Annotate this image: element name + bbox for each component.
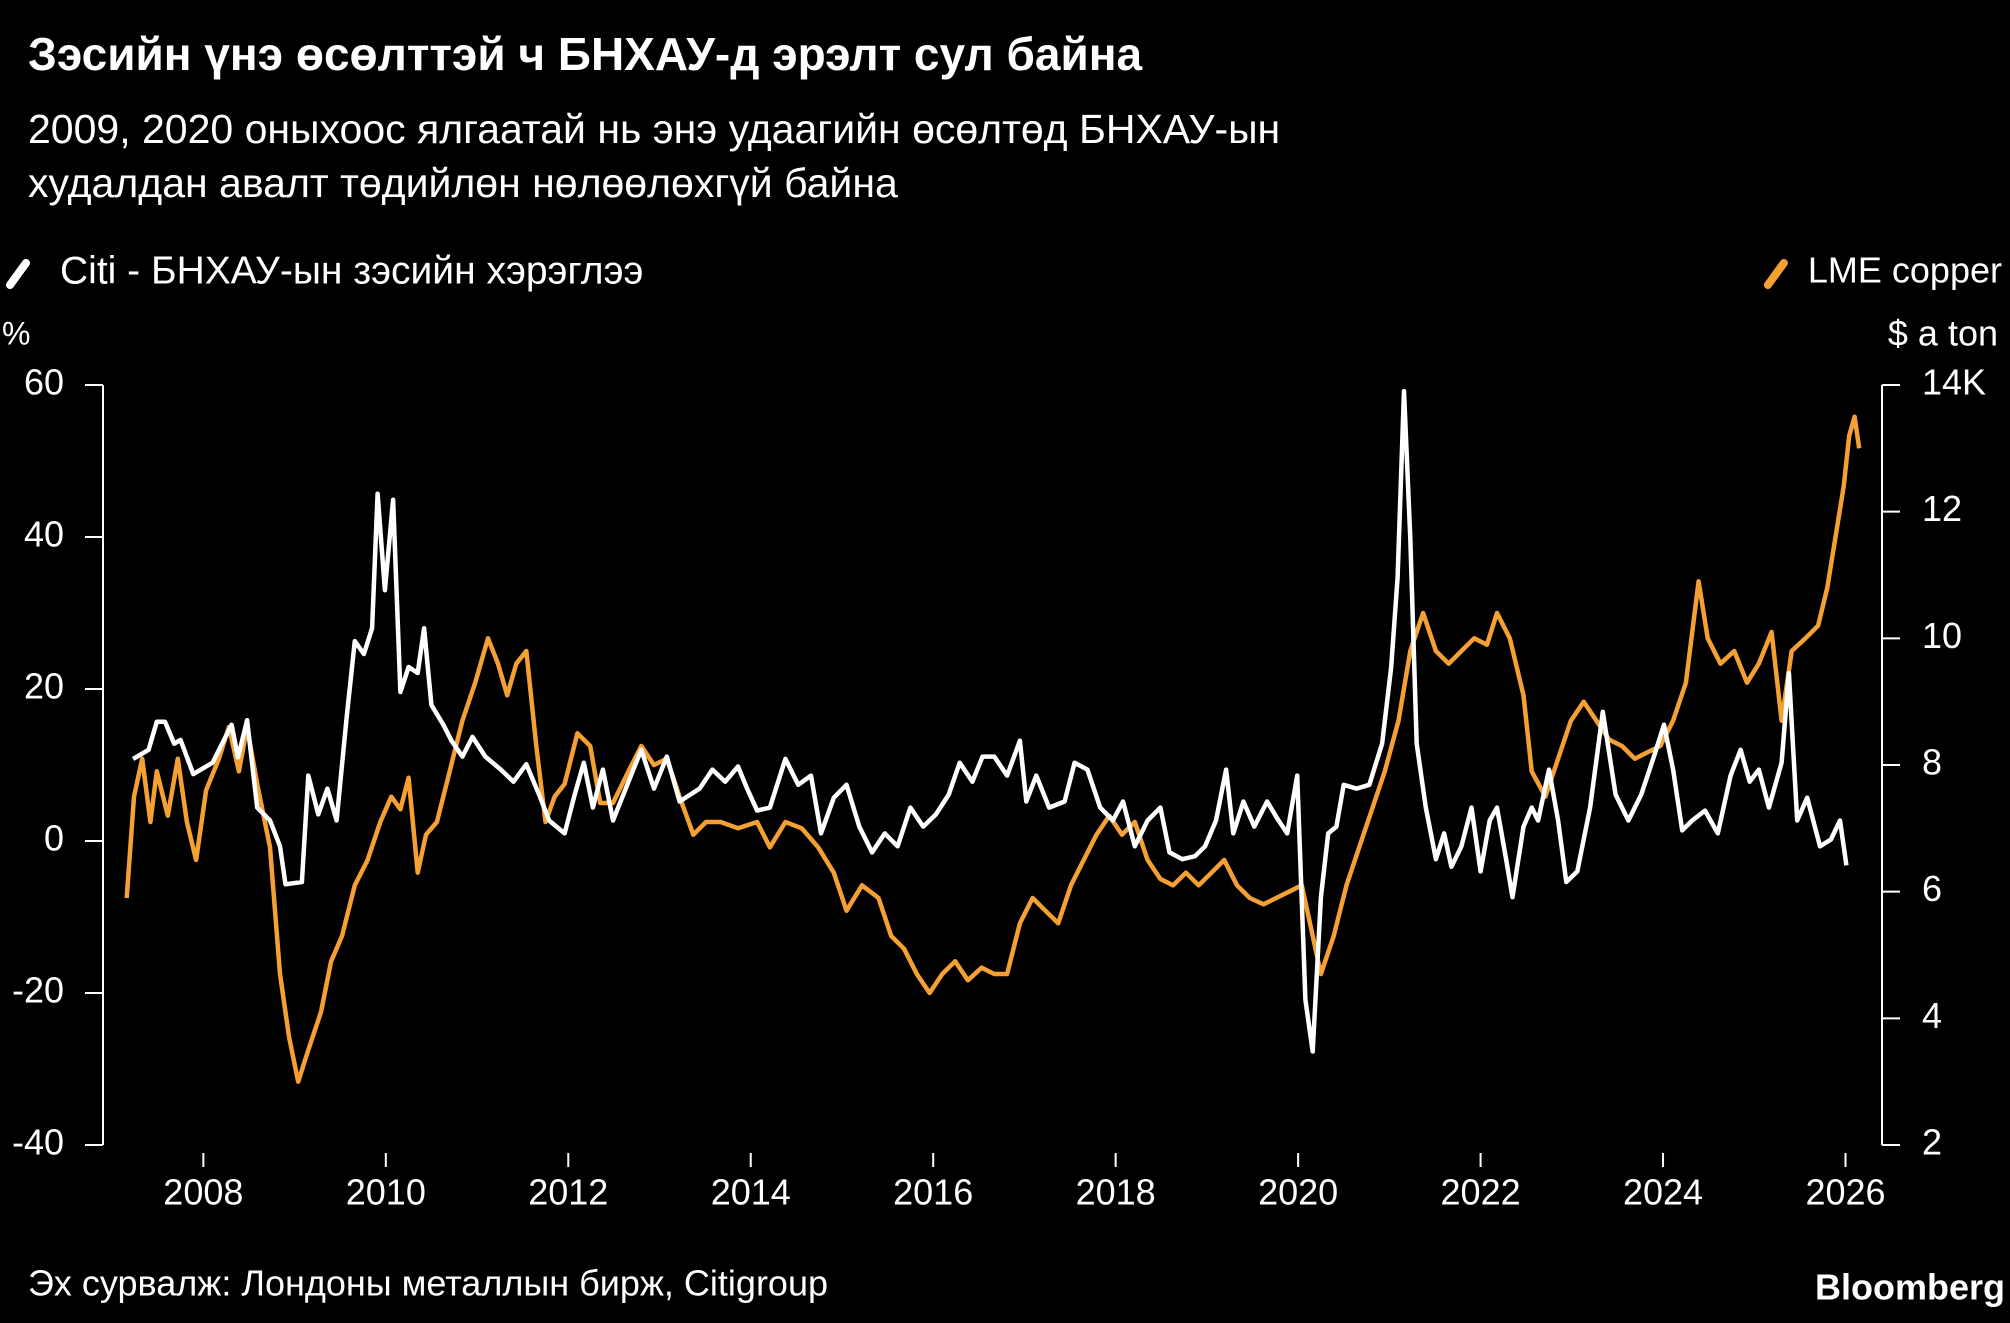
- y-axis-label: %: [2, 315, 30, 351]
- x-tick-label: 2010: [346, 1172, 426, 1213]
- x-tick-label: 2018: [1076, 1172, 1156, 1213]
- y-tick-label: 60: [24, 362, 64, 403]
- y-tick-label: 0: [44, 818, 64, 859]
- x-tick-label: 2024: [1623, 1172, 1703, 1213]
- legend-label: LME copper: [1808, 250, 2002, 291]
- y-tick-label: 40: [24, 514, 64, 555]
- x-tick-label: 2012: [528, 1172, 608, 1213]
- data-line: [124, 414, 1862, 1084]
- y2-tick-label: 10: [1922, 615, 1962, 656]
- y-tick-label: 20: [24, 666, 64, 707]
- credit: Bloomberg: [1815, 1267, 2005, 1308]
- y2-tick-label: 8: [1922, 742, 1942, 783]
- x-tick-label: 2026: [1805, 1172, 1885, 1213]
- legend-label: Citi - БНХАУ-ын зэсийн хэрэглээ: [60, 249, 643, 292]
- legend-swatch: [6, 259, 30, 289]
- y2-tick-label: 14K: [1922, 362, 1986, 403]
- chart-subtitle: 2009, 2020 оныхоос ялгаатай нь энэ удааг…: [28, 106, 1280, 152]
- x-tick-label: 2008: [163, 1172, 243, 1213]
- data-line: [131, 388, 1849, 1054]
- legend-swatch: [1763, 259, 1788, 289]
- x-tick-label: 2016: [893, 1172, 973, 1213]
- y2-tick-label: 4: [1922, 995, 1942, 1036]
- chart-subtitle: худалдан авалт төдийлөн нөлөөлөхгүй байн…: [28, 160, 898, 206]
- y2-axis-label: $ a ton: [1888, 313, 1998, 354]
- x-tick-label: 2022: [1441, 1172, 1521, 1213]
- y2-tick-label: 2: [1922, 1122, 1942, 1163]
- chart-title: Зэсийн үнэ өсөлттэй ч БНХАУ-д эрэлт сул …: [28, 28, 1143, 80]
- source-note: Эх сурвалж: Лондоны металлын бирж, Citig…: [28, 1263, 828, 1304]
- y-tick-label: -40: [12, 1122, 64, 1163]
- y2-tick-label: 12: [1922, 488, 1962, 529]
- x-tick-label: 2020: [1258, 1172, 1338, 1213]
- y-tick-label: -20: [12, 970, 64, 1011]
- y2-tick-label: 6: [1922, 868, 1942, 909]
- x-tick-label: 2014: [711, 1172, 791, 1213]
